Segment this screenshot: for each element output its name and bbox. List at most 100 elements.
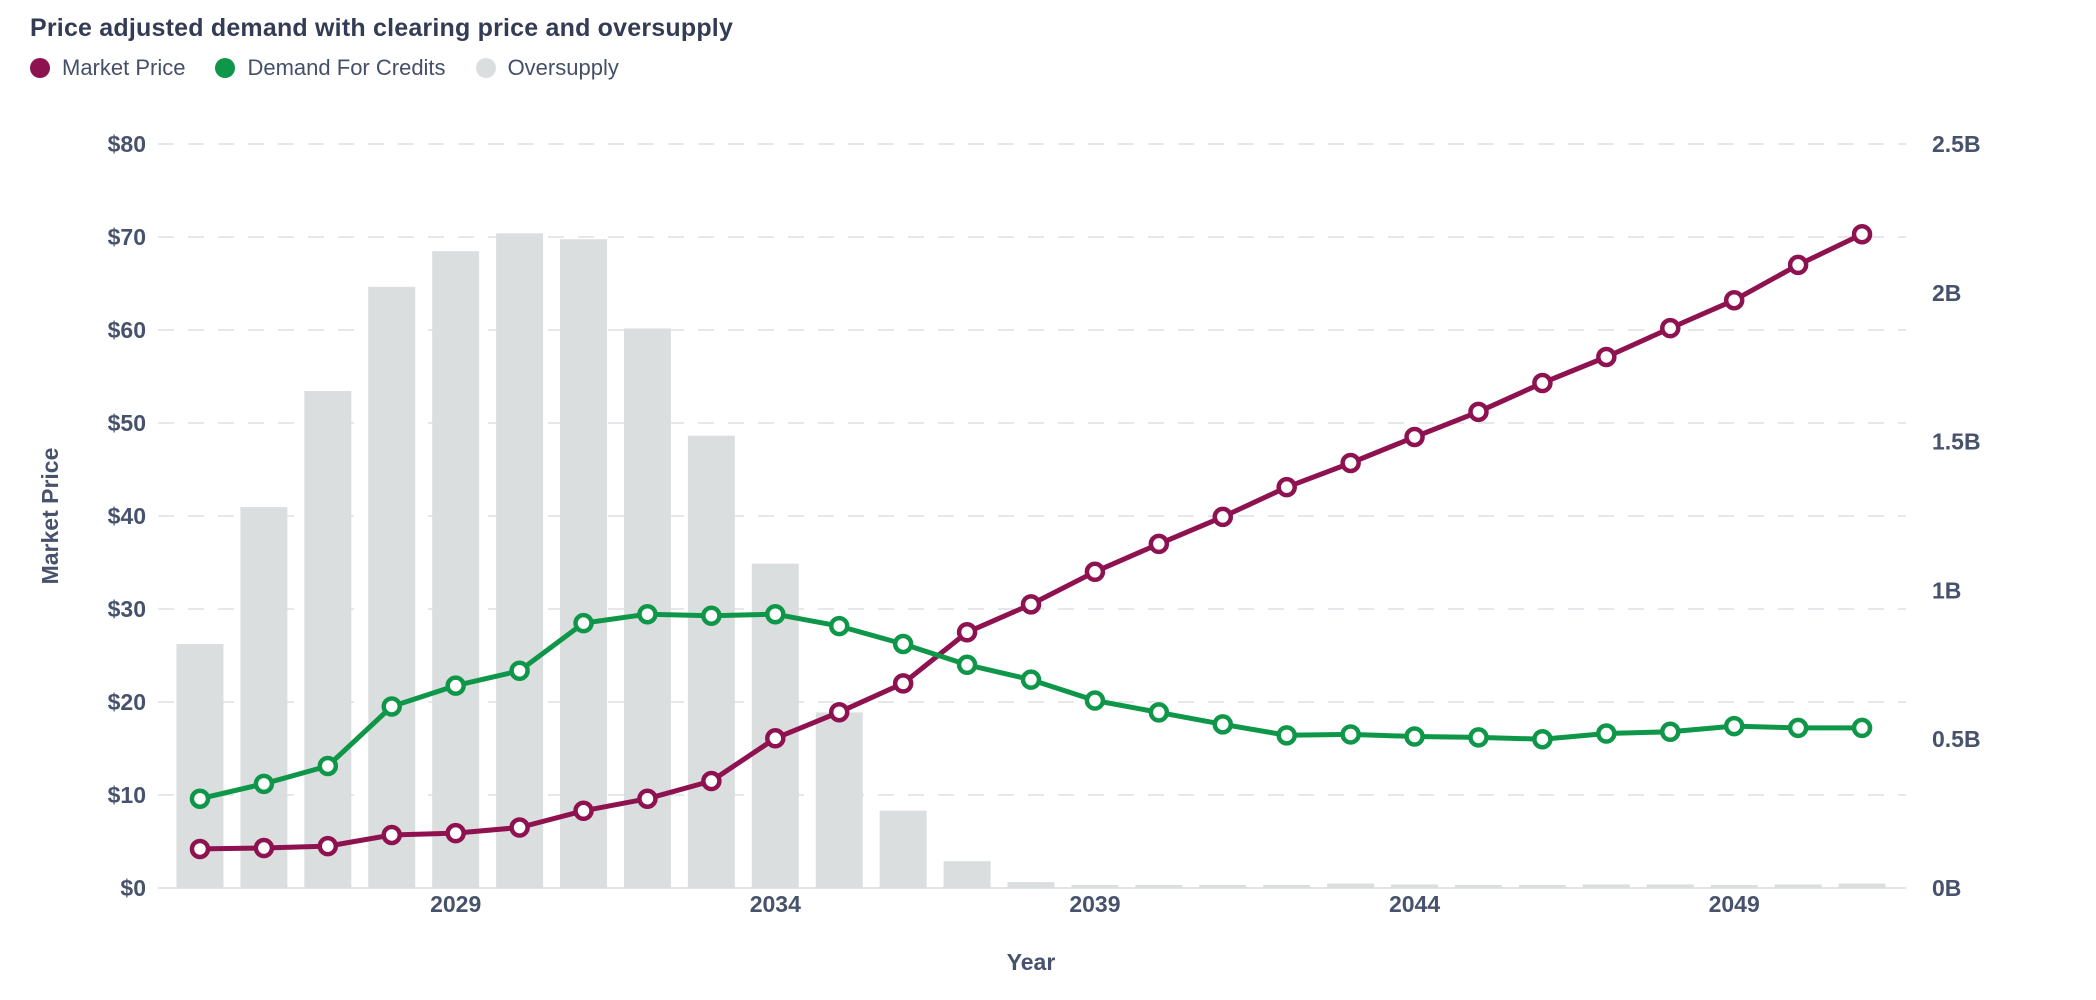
point-demand-for-credits-2047[interactable] [1596,723,1617,744]
point-demand-for-credits-2051[interactable] [1851,717,1873,739]
bar-oversupply-2029[interactable] [432,251,480,889]
bar-oversupply-2036[interactable] [879,810,927,888]
point-market-price-2029[interactable] [445,822,466,844]
point-market-price-2046[interactable] [1532,372,1553,394]
point-market-price-2027[interactable] [317,835,339,857]
x-tick-2029: 2029 [430,891,481,917]
point-demand-for-credits-2040[interactable] [1148,702,1170,723]
point-market-price-2033[interactable] [701,770,722,792]
legend-item-demand-for-credits[interactable]: Demand For Credits [215,55,446,81]
point-market-price-2025[interactable] [189,838,211,860]
point-demand-for-credits-2044[interactable] [1404,726,1425,747]
point-demand-for-credits-2037[interactable] [956,654,978,676]
bar-oversupply-2030[interactable] [496,233,544,888]
left-tick--80: $80 [108,131,146,157]
point-market-price-2042[interactable] [1276,476,1297,498]
point-market-price-2041[interactable] [1212,506,1234,528]
bar-oversupply-2031[interactable] [560,239,608,888]
point-market-price-2045[interactable] [1468,401,1489,423]
right-tick-0b: 0B [1932,875,1961,901]
legend-item-market-price[interactable]: Market Price [30,55,185,81]
point-market-price-2051[interactable] [1851,223,1873,245]
point-demand-for-credits-2048[interactable] [1660,721,1681,743]
point-demand-for-credits-2045[interactable] [1468,727,1489,748]
bar-oversupply-2047[interactable] [1582,884,1630,888]
point-demand-for-credits-2046[interactable] [1532,728,1553,750]
point-demand-for-credits-2025[interactable] [189,788,211,809]
point-demand-for-credits-2041[interactable] [1212,714,1234,735]
bar-oversupply-2039[interactable] [1071,885,1119,888]
point-market-price-2047[interactable] [1596,346,1617,368]
point-demand-for-credits-2049[interactable] [1723,715,1745,737]
legend-swatch-oversupply [475,58,496,78]
bar-oversupply-2033[interactable] [687,435,735,888]
point-market-price-2036[interactable] [892,673,914,694]
point-demand-for-credits-2031[interactable] [573,612,594,634]
point-market-price-2035[interactable] [828,701,850,723]
bar-oversupply-2046[interactable] [1518,885,1566,888]
point-demand-for-credits-2032[interactable] [637,603,658,625]
point-demand-for-credits-2029[interactable] [445,675,466,696]
bar-oversupply-2027[interactable] [304,391,352,888]
point-demand-for-credits-2036[interactable] [892,633,914,655]
right-tick-2-5b: 2.5B [1932,131,1981,157]
bar-oversupply-2051[interactable] [1838,883,1886,888]
y-axis-title: Market Price [37,448,63,585]
point-demand-for-credits-2035[interactable] [828,615,850,637]
point-market-price-2039[interactable] [1084,561,1106,583]
bar-oversupply-2043[interactable] [1327,883,1375,888]
bar-oversupply-2042[interactable] [1263,885,1311,888]
bar-oversupply-2044[interactable] [1391,884,1439,888]
point-demand-for-credits-2030[interactable] [509,660,530,682]
point-market-price-2031[interactable] [573,800,594,822]
point-demand-for-credits-2039[interactable] [1084,690,1106,711]
chart-legend: Market Price Demand For Credits Oversupply [30,52,619,84]
bar-oversupply-2048[interactable] [1646,884,1694,888]
point-market-price-2050[interactable] [1787,254,1809,276]
point-market-price-2030[interactable] [509,817,530,838]
left-tick--10: $10 [108,782,146,808]
bar-oversupply-2037[interactable] [943,861,991,888]
bar-oversupply-2049[interactable] [1710,885,1758,888]
right-tick-0-5b: 0.5B [1932,726,1981,752]
point-market-price-2026[interactable] [253,837,275,859]
point-market-price-2028[interactable] [381,824,402,846]
left-tick--20: $20 [108,689,146,715]
point-market-price-2038[interactable] [1020,594,1042,615]
point-demand-for-credits-2026[interactable] [253,773,275,795]
bar-oversupply-2038[interactable] [1007,882,1055,888]
point-market-price-2032[interactable] [637,788,658,809]
left-tick--30: $30 [108,596,146,622]
point-demand-for-credits-2028[interactable] [381,696,402,717]
point-market-price-2049[interactable] [1723,289,1745,311]
point-market-price-2034[interactable] [765,728,786,749]
point-demand-for-credits-2038[interactable] [1020,669,1042,690]
point-demand-for-credits-2050[interactable] [1787,717,1809,739]
left-tick--50: $50 [108,410,146,436]
point-market-price-2037[interactable] [956,622,978,643]
x-tick-2044: 2044 [1389,891,1440,917]
chart-title: Price adjusted demand with clearing pric… [30,14,734,42]
bar-oversupply-2028[interactable] [368,286,416,888]
bar-oversupply-2041[interactable] [1199,885,1247,888]
bar-oversupply-2045[interactable] [1454,885,1502,888]
point-demand-for-credits-2043[interactable] [1340,724,1361,745]
bar-oversupply-2035[interactable] [815,712,863,888]
point-market-price-2043[interactable] [1340,452,1361,474]
point-market-price-2044[interactable] [1404,426,1425,448]
x-tick-2039: 2039 [1069,891,1120,917]
point-market-price-2048[interactable] [1660,317,1681,339]
legend-item-oversupply[interactable]: Oversupply [475,55,619,81]
point-demand-for-credits-2027[interactable] [317,755,339,777]
left-tick--70: $70 [108,224,146,250]
point-market-price-2040[interactable] [1148,533,1170,555]
bar-oversupply-2026[interactable] [240,507,288,888]
axis-tick-labels: $0 $10 $20 $30 $40 $50 $60 $70 $80 0B 0.5B 1B 1.5B 2B… [108,131,1981,917]
bar-oversupply-2050[interactable] [1774,884,1822,888]
point-demand-for-credits-2042[interactable] [1276,725,1297,746]
point-demand-for-credits-2034[interactable] [765,603,786,625]
bar-oversupply-2040[interactable] [1135,885,1183,888]
point-demand-for-credits-2033[interactable] [701,605,722,626]
legend-label-demand-for-credits: Demand For Credits [247,55,446,80]
